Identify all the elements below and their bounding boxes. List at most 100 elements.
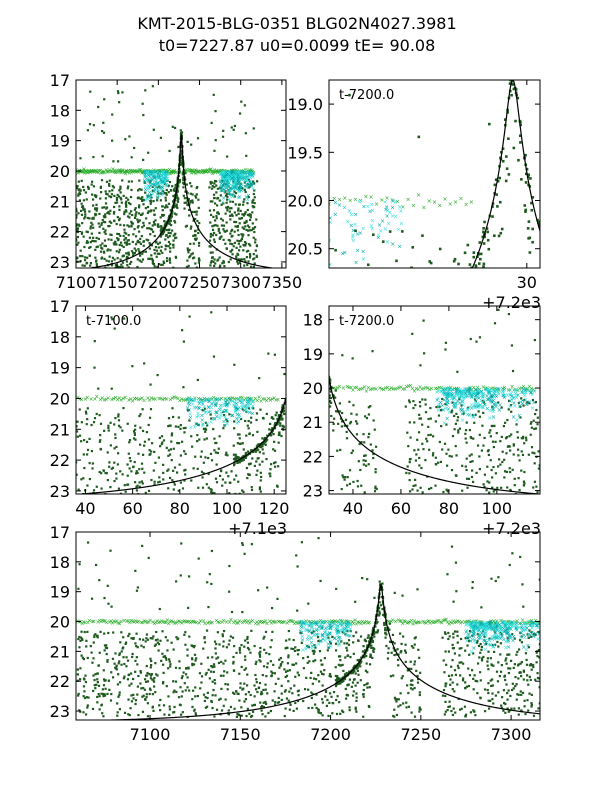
data-point: ×	[162, 169, 167, 176]
data-point	[493, 322, 497, 325]
data-point: ×	[156, 180, 161, 187]
data-point	[190, 479, 193, 482]
data-point	[528, 251, 532, 254]
data-point: ×	[232, 182, 237, 189]
data-point	[204, 706, 207, 709]
data-point	[125, 252, 128, 255]
data-point	[95, 260, 98, 263]
data-point	[226, 688, 229, 691]
data-point	[172, 239, 175, 242]
data-point	[534, 427, 538, 430]
data-point	[141, 102, 144, 105]
data-point: ×	[102, 169, 107, 176]
data-point	[418, 344, 421, 347]
data-point	[226, 420, 229, 423]
data-point	[182, 671, 185, 674]
data-point: ×	[83, 168, 88, 175]
data-point	[464, 713, 468, 716]
data-point	[108, 212, 111, 215]
data-point	[233, 241, 236, 244]
data-point: ×	[152, 173, 157, 180]
data-point: ×	[220, 169, 225, 176]
data-point	[359, 399, 362, 402]
data-point	[346, 630, 349, 633]
data-point	[100, 179, 104, 182]
data-point	[288, 708, 291, 711]
data-point	[483, 473, 486, 476]
data-point: ×	[355, 247, 360, 254]
data-point: ×	[233, 179, 238, 186]
data-point	[512, 453, 515, 456]
data-point	[117, 195, 121, 198]
data-point: ×	[425, 385, 430, 392]
data-point	[126, 224, 129, 227]
data-point: ×	[459, 393, 464, 400]
data-point	[160, 245, 163, 248]
data-point	[335, 698, 338, 702]
data-point: ×	[148, 170, 153, 177]
data-point: ×	[448, 201, 453, 208]
data-point	[471, 469, 474, 472]
data-point	[418, 456, 421, 460]
data-point	[351, 694, 355, 697]
data-point	[138, 414, 141, 418]
data-point	[215, 217, 218, 220]
data-point	[141, 482, 144, 485]
data-point	[133, 433, 136, 436]
data-point	[239, 245, 242, 248]
data-point: ×	[457, 388, 462, 395]
data-point	[296, 671, 299, 674]
data-point: ×	[473, 403, 478, 410]
data-point: ×	[475, 392, 480, 399]
data-point	[89, 264, 92, 267]
data-point	[453, 298, 456, 301]
data-point: ×	[250, 399, 255, 406]
data-point: ×	[106, 169, 111, 176]
data-point	[154, 219, 157, 222]
data-point	[523, 442, 526, 445]
data-point: ×	[204, 397, 209, 404]
data-point: ×	[209, 169, 214, 176]
data-point	[524, 210, 527, 213]
data-point	[79, 639, 82, 642]
data-point: ×	[160, 170, 165, 177]
data-point	[435, 495, 437, 497]
data-point: ×	[229, 171, 234, 178]
data-point: ×	[449, 386, 454, 393]
data-point: ×	[528, 387, 533, 394]
data-point	[472, 677, 475, 680]
data-point	[104, 244, 107, 248]
data-point	[516, 430, 519, 434]
data-point: ×	[191, 169, 196, 176]
data-point	[194, 659, 197, 662]
data-point	[102, 121, 105, 124]
data-point	[249, 421, 253, 424]
data-point: ×	[149, 177, 154, 184]
data-point	[96, 245, 99, 248]
data-point	[522, 605, 525, 608]
data-point	[113, 219, 116, 222]
data-point: ×	[224, 174, 229, 181]
data-point	[136, 471, 139, 474]
data-point	[128, 262, 132, 265]
data-point: ×	[495, 386, 500, 393]
data-point	[281, 411, 284, 414]
data-point	[85, 423, 88, 426]
data-point	[118, 265, 122, 268]
data-point	[228, 214, 232, 217]
data-point	[480, 449, 484, 452]
data-point	[236, 260, 239, 263]
data-point	[387, 647, 390, 650]
data-point	[173, 219, 176, 223]
data-point	[239, 209, 242, 213]
data-point	[247, 186, 250, 189]
data-point	[145, 674, 148, 677]
data-point	[417, 448, 420, 451]
data-point	[283, 668, 286, 671]
data-point	[238, 433, 241, 436]
model-curve	[329, 377, 540, 494]
data-point	[507, 173, 511, 176]
data-point: ×	[400, 204, 405, 211]
data-point: ×	[220, 199, 225, 206]
data-point	[533, 427, 536, 431]
